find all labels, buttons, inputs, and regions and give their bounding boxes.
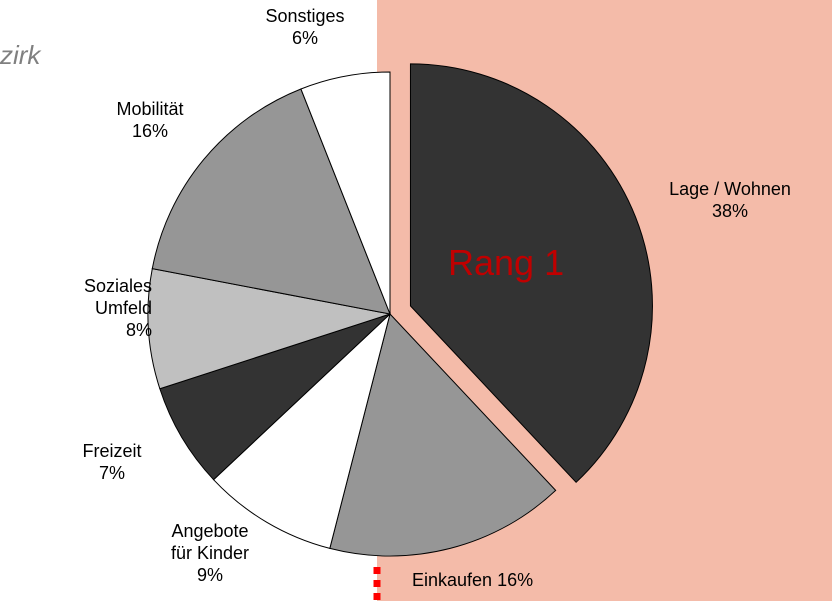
category-label: Sonstiges — [265, 6, 345, 26]
slice-label: Einkaufen 16% — [412, 569, 612, 591]
annotation: Rang 1 — [448, 242, 565, 283]
pie-slice — [409, 63, 653, 484]
slice-label: Soziales Umfeld 8% — [80, 275, 152, 341]
value-label: 8% — [125, 320, 152, 340]
category-label: Mobilität — [116, 99, 184, 119]
category-label: Angebote für Kinder — [170, 521, 250, 563]
pie-slice — [159, 313, 391, 481]
pie-slice — [147, 268, 391, 390]
pie-slice — [300, 71, 391, 315]
value-label: 7% — [98, 463, 125, 483]
pie-slice — [329, 312, 557, 557]
slice-label: Angebote für Kinder 9% — [165, 520, 255, 586]
pie-slice — [151, 88, 391, 315]
pie-slice — [212, 312, 391, 550]
value-label: 16% — [497, 570, 534, 590]
slice-label: Mobilität 16% — [100, 98, 200, 142]
slice-label: Freizeit 7% — [67, 440, 157, 484]
category-label: Einkaufen — [412, 570, 493, 590]
value-label: 16% — [131, 121, 169, 141]
value-label: 9% — [196, 565, 223, 585]
category-label: Soziales Umfeld — [83, 276, 152, 318]
title: zirk — [0, 40, 41, 70]
value-label: 6% — [291, 28, 318, 48]
slice-label: Lage / Wohnen 38% — [640, 178, 820, 222]
value-label: 38% — [711, 201, 749, 221]
category-label: Freizeit — [82, 441, 142, 461]
category-label: Lage / Wohnen — [669, 179, 791, 199]
slice-label: Sonstiges 6% — [255, 5, 355, 49]
